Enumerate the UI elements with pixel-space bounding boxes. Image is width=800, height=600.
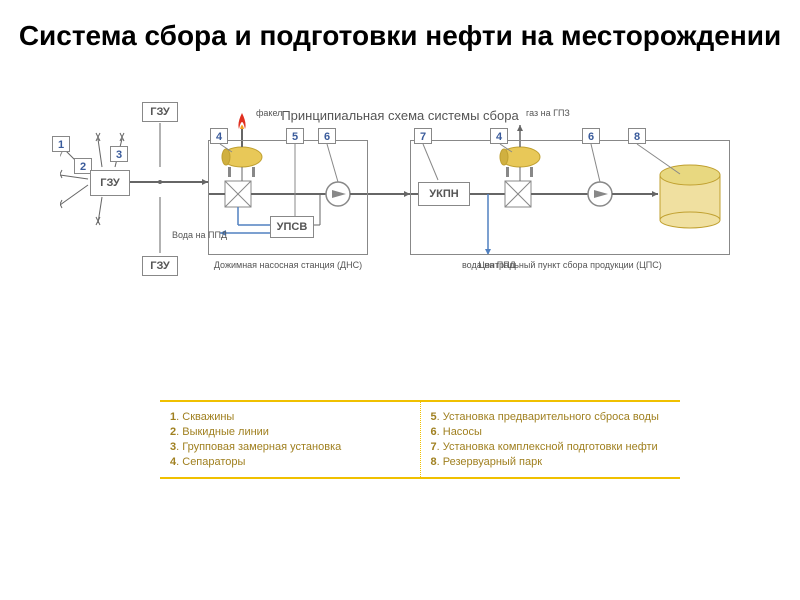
num-1: 1	[52, 136, 70, 152]
legend-row-4: 4. Сепараторы	[170, 456, 410, 468]
legend-row-8: 8. Резервуарный парк	[431, 456, 671, 468]
station-2-label: Центральный пункт сбора продукции (ЦПС)	[410, 260, 730, 270]
legend-table: 1. Скважины 2. Выкидные линии 3. Группов…	[160, 400, 680, 479]
legend-row-5: 5. Установка предварительного сброса вод…	[431, 411, 671, 423]
num-8: 8	[628, 128, 646, 144]
legend-col-1: 1. Скважины 2. Выкидные линии 3. Группов…	[160, 402, 421, 477]
gas-label: газ на ГПЗ	[526, 108, 570, 118]
flare-label: факел	[256, 108, 282, 118]
gzu-center: ГЗУ	[90, 170, 130, 196]
ukpn-box: УКПН	[418, 182, 470, 206]
num-7: 7	[414, 128, 432, 144]
gzu-top: ГЗУ	[142, 102, 178, 122]
upsv-box: УПСВ	[270, 216, 314, 238]
legend-row-1: 1. Скважины	[170, 411, 410, 423]
legend-row-2: 2. Выкидные линии	[170, 426, 410, 438]
legend-row-3: 3. Групповая замерная установка	[170, 441, 410, 453]
num-4b: 4	[490, 128, 508, 144]
water-label-1: Вода на ППД	[172, 230, 227, 240]
legend-col-2: 5. Установка предварительного сброса вод…	[421, 402, 681, 477]
main-title: Система сбора и подготовки нефти на мест…	[0, 20, 800, 52]
num-6a: 6	[318, 128, 336, 144]
num-3: 3	[110, 146, 128, 162]
legend-row-6: 6. Насосы	[431, 426, 671, 438]
num-6b: 6	[582, 128, 600, 144]
num-5: 5	[286, 128, 304, 144]
diagram-area: 1 2 3 4 5 6 7 4 6 8 ГЗУ ГЗУ ГЗУ УПСВ УКП…	[60, 130, 740, 350]
num-4a: 4	[210, 128, 228, 144]
gzu-bottom: ГЗУ	[142, 256, 178, 276]
station-1-label: Дожимная насосная станция (ДНС)	[208, 260, 368, 270]
legend-row-7: 7. Установка комплексной подготовки нефт…	[431, 441, 671, 453]
